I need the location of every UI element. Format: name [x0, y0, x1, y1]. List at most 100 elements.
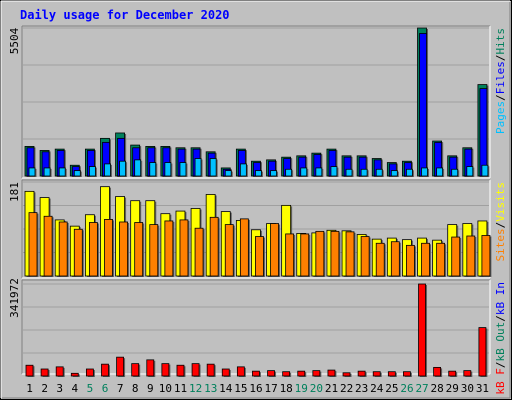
pages-bar: [73, 170, 81, 177]
legend-entry: Visits: [494, 182, 507, 222]
day-label: 4: [72, 382, 79, 395]
kbf-bar: [342, 372, 351, 377]
day-label: 21: [325, 382, 338, 395]
pages-bar: [28, 167, 36, 177]
panel-top-max-label: 5504: [8, 27, 21, 54]
pages-bar: [300, 167, 308, 177]
day-label: 25: [385, 382, 398, 395]
panel-bottom-max-label: 341972: [8, 278, 21, 318]
sites-bar: [315, 230, 325, 277]
kbf-bar: [116, 356, 124, 377]
day-label: 22: [340, 382, 353, 395]
pages-bar: [421, 167, 428, 177]
kbf-bar: [282, 371, 291, 377]
sites-bar: [406, 244, 415, 277]
pages-bar: [436, 167, 444, 177]
kbf-bar: [236, 366, 245, 377]
panel-top-legend: Pages/Files/Hits: [494, 28, 507, 134]
day-label: 14: [219, 382, 233, 395]
kbf-bar: [403, 371, 411, 377]
files-bar: [479, 88, 488, 177]
legend-entry: Pages: [494, 101, 507, 134]
kbf-bar: [252, 370, 260, 377]
sites-bar: [164, 220, 174, 277]
sites-bar: [300, 233, 310, 277]
sites-bar: [224, 224, 234, 277]
pages-bar: [345, 168, 353, 177]
sites-bar: [481, 235, 491, 277]
day-label: 17: [264, 382, 277, 395]
pages-bar: [330, 166, 338, 177]
sites-bar: [285, 233, 295, 277]
pages-bar: [315, 167, 323, 177]
pages-bar: [270, 170, 277, 177]
legend-entry: kB Out: [494, 322, 507, 362]
pages-bar: [224, 170, 232, 177]
pages-bar: [481, 164, 489, 177]
panel-bottom-bg: [22, 280, 490, 374]
day-label: 19: [295, 382, 308, 395]
sites-bar: [270, 223, 279, 277]
sites-bar: [88, 222, 98, 277]
pages-bar: [194, 158, 202, 177]
sites-bar: [149, 224, 159, 277]
day-label: 11: [174, 382, 187, 395]
sites-bar: [345, 231, 355, 277]
day-label: 7: [117, 382, 124, 395]
kbf-bar: [327, 369, 336, 377]
kbf-bar: [312, 370, 321, 377]
day-label: 15: [234, 382, 247, 395]
kbf-bar: [387, 371, 396, 377]
legend-entry: Files: [494, 61, 507, 94]
sites-bar: [134, 222, 144, 277]
day-label: 26: [400, 382, 413, 395]
kbf-bar: [25, 364, 34, 377]
legend-entry: /: [494, 222, 507, 229]
day-label: 9: [147, 382, 154, 395]
day-label: 13: [204, 382, 217, 395]
day-label: 30: [461, 382, 474, 395]
sites-bar: [43, 215, 53, 277]
kbf-bar: [478, 327, 487, 377]
pages-bar: [375, 168, 383, 177]
day-label: 23: [355, 382, 368, 395]
kbf-bar: [221, 368, 230, 377]
pages-bar: [255, 170, 262, 177]
sites-bar: [209, 216, 219, 277]
pages-bar: [134, 159, 142, 177]
kbf-bar: [433, 366, 442, 377]
kbf-bar: [267, 370, 275, 377]
pages-bar: [285, 168, 293, 177]
day-label: 28: [431, 382, 444, 395]
sites-bar: [451, 236, 461, 277]
chart-title: Daily usage for December 2020: [20, 8, 230, 22]
sites-bar: [330, 230, 340, 277]
panel-middle-legend: Sites/Visits: [494, 182, 507, 262]
day-label: 1: [26, 382, 33, 395]
day-label: 5: [87, 382, 94, 395]
pages-bar: [88, 166, 96, 177]
kbf-bar: [176, 364, 185, 377]
sites-bar: [119, 221, 128, 277]
legend-entry: /: [494, 55, 507, 62]
day-label: 20: [310, 382, 323, 395]
kbf-bar: [206, 363, 215, 377]
pages-bar: [58, 167, 66, 177]
pages-bar: [179, 162, 187, 177]
day-label: 3: [56, 382, 63, 395]
day-label: 29: [446, 382, 459, 395]
pages-bar: [451, 168, 459, 177]
sites-bar: [104, 218, 113, 277]
legend-entry: kB F: [494, 368, 507, 395]
kbf-bar: [448, 370, 457, 377]
sites-bar: [255, 236, 264, 277]
legend-entry: Hits: [494, 28, 507, 55]
panel-bottom-legend: kB F/kB Out/kB In: [494, 282, 507, 395]
kbf-bar: [85, 368, 94, 377]
pages-bar: [104, 163, 111, 177]
legend-entry: /: [494, 362, 507, 369]
pages-bar: [164, 162, 172, 177]
day-label: 6: [102, 382, 109, 395]
